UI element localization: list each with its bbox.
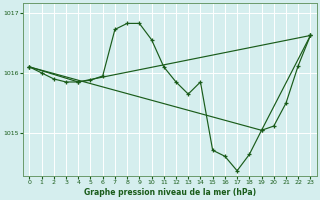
X-axis label: Graphe pression niveau de la mer (hPa): Graphe pression niveau de la mer (hPa) — [84, 188, 256, 197]
